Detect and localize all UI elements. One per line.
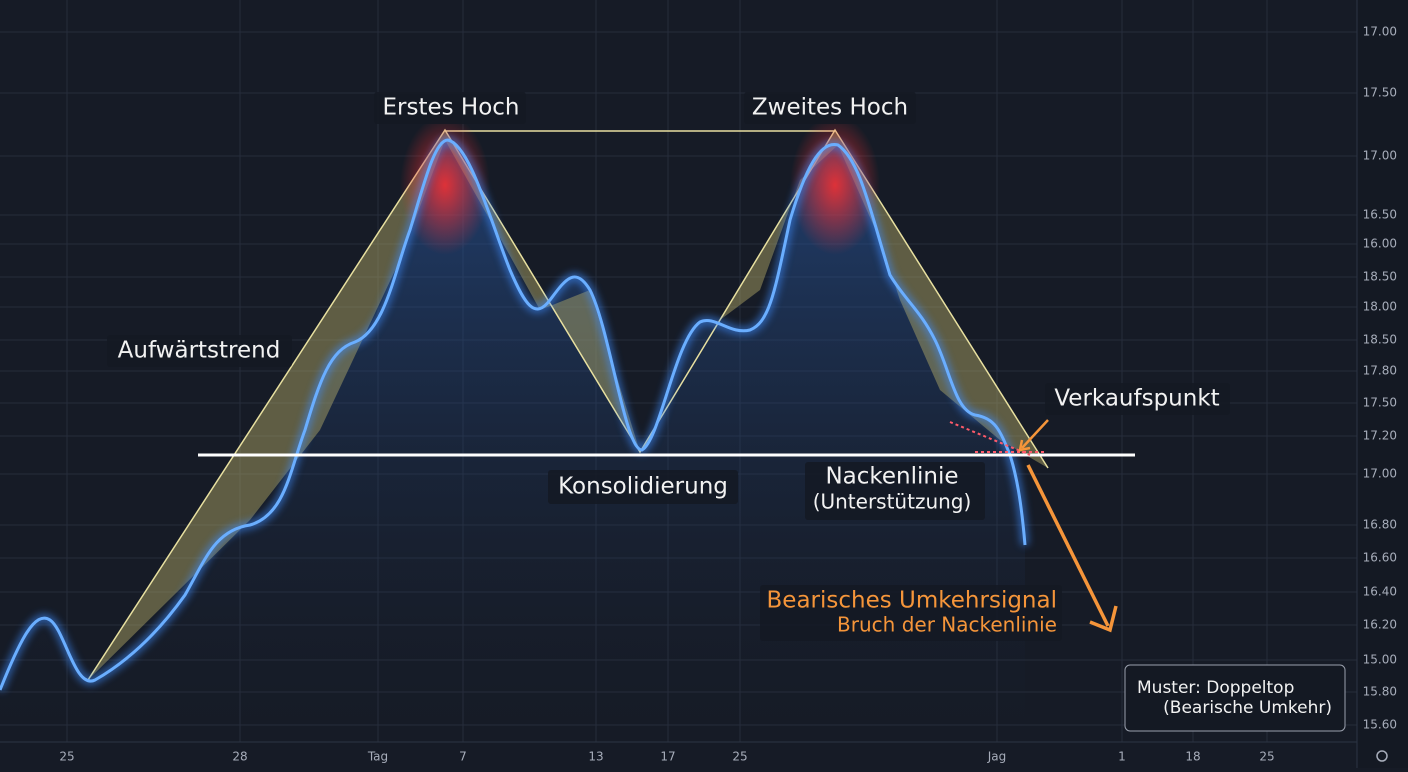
x-tick-label: 28 (232, 750, 247, 764)
y-tick-label: 15.60 (1363, 718, 1397, 732)
label-bg (1045, 383, 1230, 415)
annotation: Verkaufspunkt (1054, 386, 1219, 412)
pattern-fill (88, 130, 1048, 680)
y-axis-panel (1357, 0, 1408, 768)
annotation: Zweites Hoch (752, 95, 908, 121)
y-tick-label: 16.00 (1363, 237, 1397, 251)
label-bg (760, 585, 1062, 641)
annotation: Nackenlinie (825, 464, 958, 490)
x-tick-label: 1 (1118, 750, 1126, 764)
y-tick-label: 16.20 (1363, 618, 1397, 632)
y-tick-label: 15.00 (1363, 653, 1397, 667)
x-tick-label: 13 (588, 750, 603, 764)
annotation: (Unterstützung) (813, 490, 972, 514)
label-bg (805, 462, 985, 520)
x-tick-label: Jag (987, 750, 1007, 764)
annotation: Erstes Hoch (382, 95, 519, 121)
x-tick-label: Tag (367, 750, 388, 764)
bear-arrow (1026, 464, 1110, 627)
break-line (949, 421, 1031, 456)
sell-arrow (1021, 419, 1049, 449)
y-tick-label: 17.20 (1363, 429, 1397, 443)
y-tick-label: 15.80 (1363, 685, 1397, 699)
pattern-box (1124, 664, 1346, 732)
y-tick-label: 17.50 (1363, 86, 1397, 100)
y-tick-label: 18.50 (1363, 270, 1397, 284)
x-tick-label: 25 (732, 750, 747, 764)
x-tick-label: 25 (59, 750, 74, 764)
x-tick-label: 18 (1185, 750, 1200, 764)
peak-glow (790, 115, 880, 255)
bear-arrow-head (1089, 605, 1118, 633)
sell-arrow-head (1018, 439, 1031, 452)
pattern-box-text: Muster: Doppeltop (1137, 678, 1294, 698)
y-tick-label: 16.60 (1363, 551, 1397, 565)
y-tick-label: 16.50 (1363, 208, 1397, 222)
y-tick-label: 17.00 (1363, 467, 1397, 481)
label-bg (548, 470, 738, 504)
peak-glow (400, 115, 490, 255)
y-tick-label: 18.00 (1363, 300, 1397, 314)
x-tick-label: 17 (660, 750, 675, 764)
x-tick-label: 7 (459, 750, 467, 764)
label-bg (107, 335, 292, 367)
axes: 17.00 17.50 17.00 16.50 16.00 18.50 18.00 18.50… (59, 25, 1397, 764)
annotation: Bruch der Nackenlinie (837, 613, 1057, 637)
y-tick-label: 17.00 (1363, 149, 1397, 163)
x-tick-label: 25 (1259, 750, 1274, 764)
label-bg (374, 92, 526, 124)
y-tick-label: 16.40 (1363, 585, 1397, 599)
pattern-box-text: (Bearische Umkehr) (1163, 698, 1332, 718)
y-tick-label: 17.80 (1363, 364, 1397, 378)
y-tick-label: 16.80 (1363, 518, 1397, 532)
annotation: Konsolidierung (558, 474, 728, 500)
y-tick-label: 18.50 (1363, 333, 1397, 347)
price-line (0, 135, 1029, 692)
label-bg (744, 92, 916, 124)
y-tick-label: 17.50 (1363, 396, 1397, 410)
y-tick-label: 17.00 (1363, 25, 1397, 39)
settings-icon[interactable] (1376, 750, 1388, 762)
annotation: Aufwärtstrend (118, 338, 281, 364)
annotation: Bearisches Umkehrsignal (767, 588, 1057, 614)
